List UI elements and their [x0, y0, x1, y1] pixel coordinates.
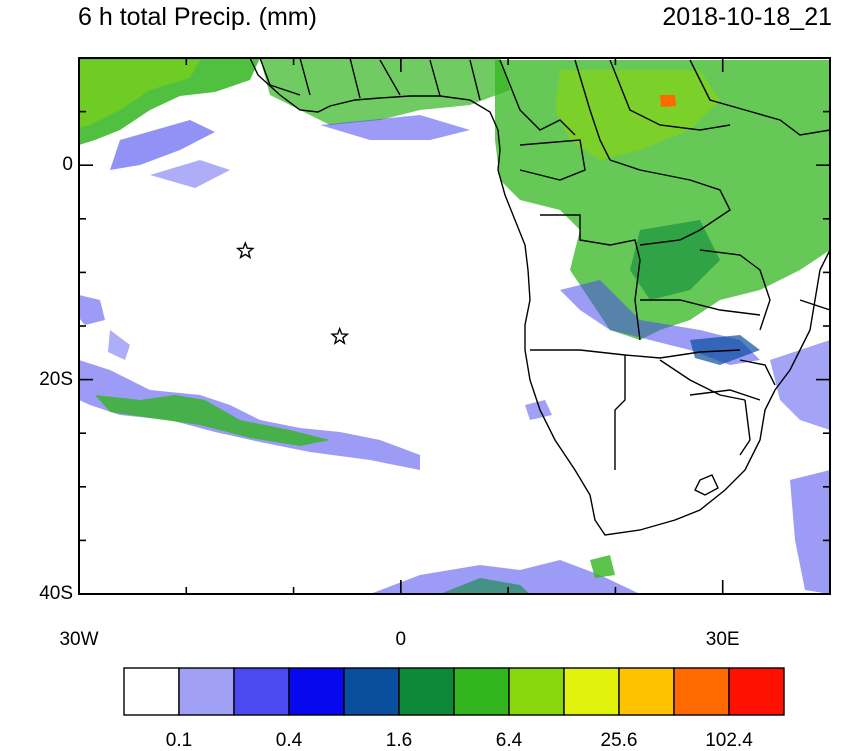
- colorbar-swatch: [398, 667, 455, 716]
- colorbar-swatch: [288, 667, 345, 716]
- colorbar-label: 1.6: [385, 730, 413, 751]
- colorbar-swatch: [123, 667, 180, 716]
- colorbar-swatch: [728, 667, 785, 716]
- y-axis-label: 0: [62, 154, 73, 176]
- axis-ticks: [78, 57, 831, 595]
- colorbar: [123, 667, 785, 716]
- map-title: 6 h total Precip. (mm): [78, 3, 317, 31]
- x-axis-label: 30W: [59, 629, 99, 650]
- colorbar-label: 102.4: [705, 730, 753, 751]
- colorbar-swatch: [178, 667, 235, 716]
- star-marker-2: [330, 326, 350, 345]
- colorbar-swatch: [343, 667, 400, 716]
- colorbar-label: 6.4: [495, 730, 523, 751]
- colorbar-label: 0.1: [165, 730, 193, 751]
- colorbar-label: 25.6: [600, 730, 638, 751]
- x-axis-label: 0: [395, 629, 407, 650]
- map-timestamp: 2018-10-18_21: [662, 3, 832, 31]
- y-axis-label: 20S: [39, 368, 73, 390]
- colorbar-swatch: [233, 667, 290, 716]
- colorbar-swatch: [673, 667, 730, 716]
- precipitation-field: [79, 58, 830, 594]
- colorbar-swatch: [453, 667, 510, 716]
- colorbar-swatch: [618, 667, 675, 716]
- y-axis-label: 40S: [39, 583, 73, 604]
- colorbar-label: 0.4: [275, 730, 303, 751]
- markers-layer: [235, 241, 350, 345]
- star-marker-1: [235, 241, 255, 259]
- coastline-borders: [249, 58, 830, 536]
- colorbar-swatch: [508, 667, 565, 716]
- colorbar-swatch: [563, 667, 620, 716]
- x-axis-label: 30E: [705, 629, 740, 650]
